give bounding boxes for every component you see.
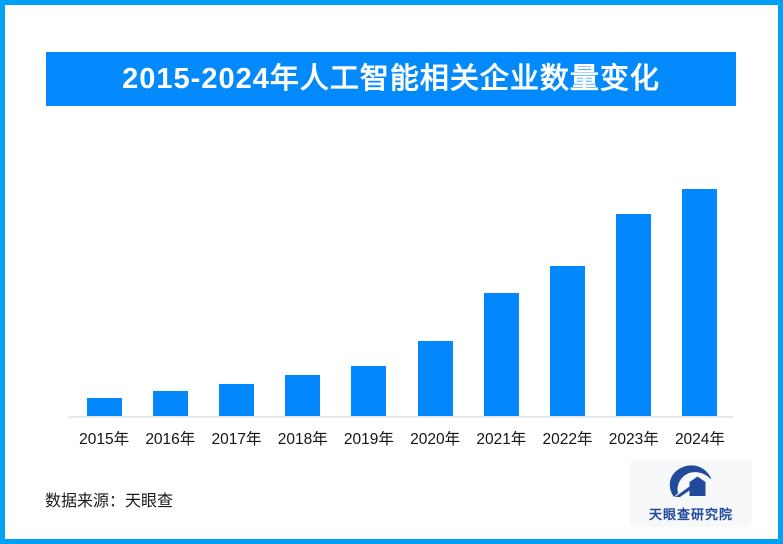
bar-column-2016年: 2016年	[137, 176, 203, 449]
x-tick-label: 2017年	[211, 431, 262, 448]
tianyancha-logo-icon	[669, 464, 711, 497]
logo-text: 天眼查研究院	[648, 506, 733, 522]
bar-2016年	[152, 391, 188, 416]
bar-wrap	[137, 176, 203, 416]
bar-2019年	[351, 366, 387, 416]
bar-2022年	[550, 266, 586, 416]
x-tick-label: 2020年	[410, 431, 461, 448]
x-tick-label: 2018年	[277, 431, 328, 448]
bar-column-2019年: 2019年	[336, 176, 402, 449]
bar-wrap	[71, 176, 137, 416]
bar-column-2015年: 2015年	[71, 176, 137, 449]
bar-column-2024年: 2024年	[667, 176, 733, 449]
data-source-label: 数据来源：天眼查	[45, 493, 174, 510]
chart-title-banner: 2015-2024年人工智能相关企业数量变化	[46, 52, 736, 106]
bar-wrap	[203, 176, 269, 416]
bar-column-2018年: 2018年	[270, 176, 336, 449]
bar-2021年	[483, 293, 519, 416]
x-tick-label: 2016年	[145, 431, 196, 448]
bar-wrap	[402, 176, 468, 416]
bar-wrap	[336, 176, 402, 416]
x-tick-label: 2024年	[674, 431, 725, 448]
bar-chart: 2015年 2016年 2017年 2018年 2019年 2020年 2021年 2022年…	[71, 176, 733, 449]
x-axis-line	[68, 416, 733, 418]
bar-column-2017年: 2017年	[203, 176, 269, 449]
bar-wrap	[534, 176, 600, 416]
x-tick-label: 2022年	[542, 431, 593, 448]
bar-column-2023年: 2023年	[601, 176, 667, 449]
x-tick-label: 2019年	[343, 431, 394, 448]
bar-2017年	[219, 384, 254, 416]
x-tick-label: 2015年	[79, 431, 130, 448]
bar-2020年	[417, 341, 453, 416]
bar-wrap	[468, 176, 534, 416]
bar-column-2021年: 2021年	[468, 176, 534, 449]
bar-2023年	[616, 214, 652, 416]
bar-2024年	[682, 189, 718, 416]
bar-2018年	[285, 375, 321, 416]
bar-wrap	[270, 176, 336, 416]
bar-column-2020年: 2020年	[402, 176, 468, 449]
bar-2015年	[86, 397, 122, 416]
bar-column-2022年: 2022年	[534, 176, 600, 449]
bar-wrap	[667, 176, 733, 416]
bar-wrap	[601, 176, 667, 416]
logo-card: 天眼查研究院	[630, 459, 752, 527]
x-tick-label: 2023年	[608, 431, 659, 448]
chart-title: 2015-2024年人工智能相关企业数量变化	[122, 63, 660, 95]
x-tick-label: 2021年	[476, 431, 527, 448]
